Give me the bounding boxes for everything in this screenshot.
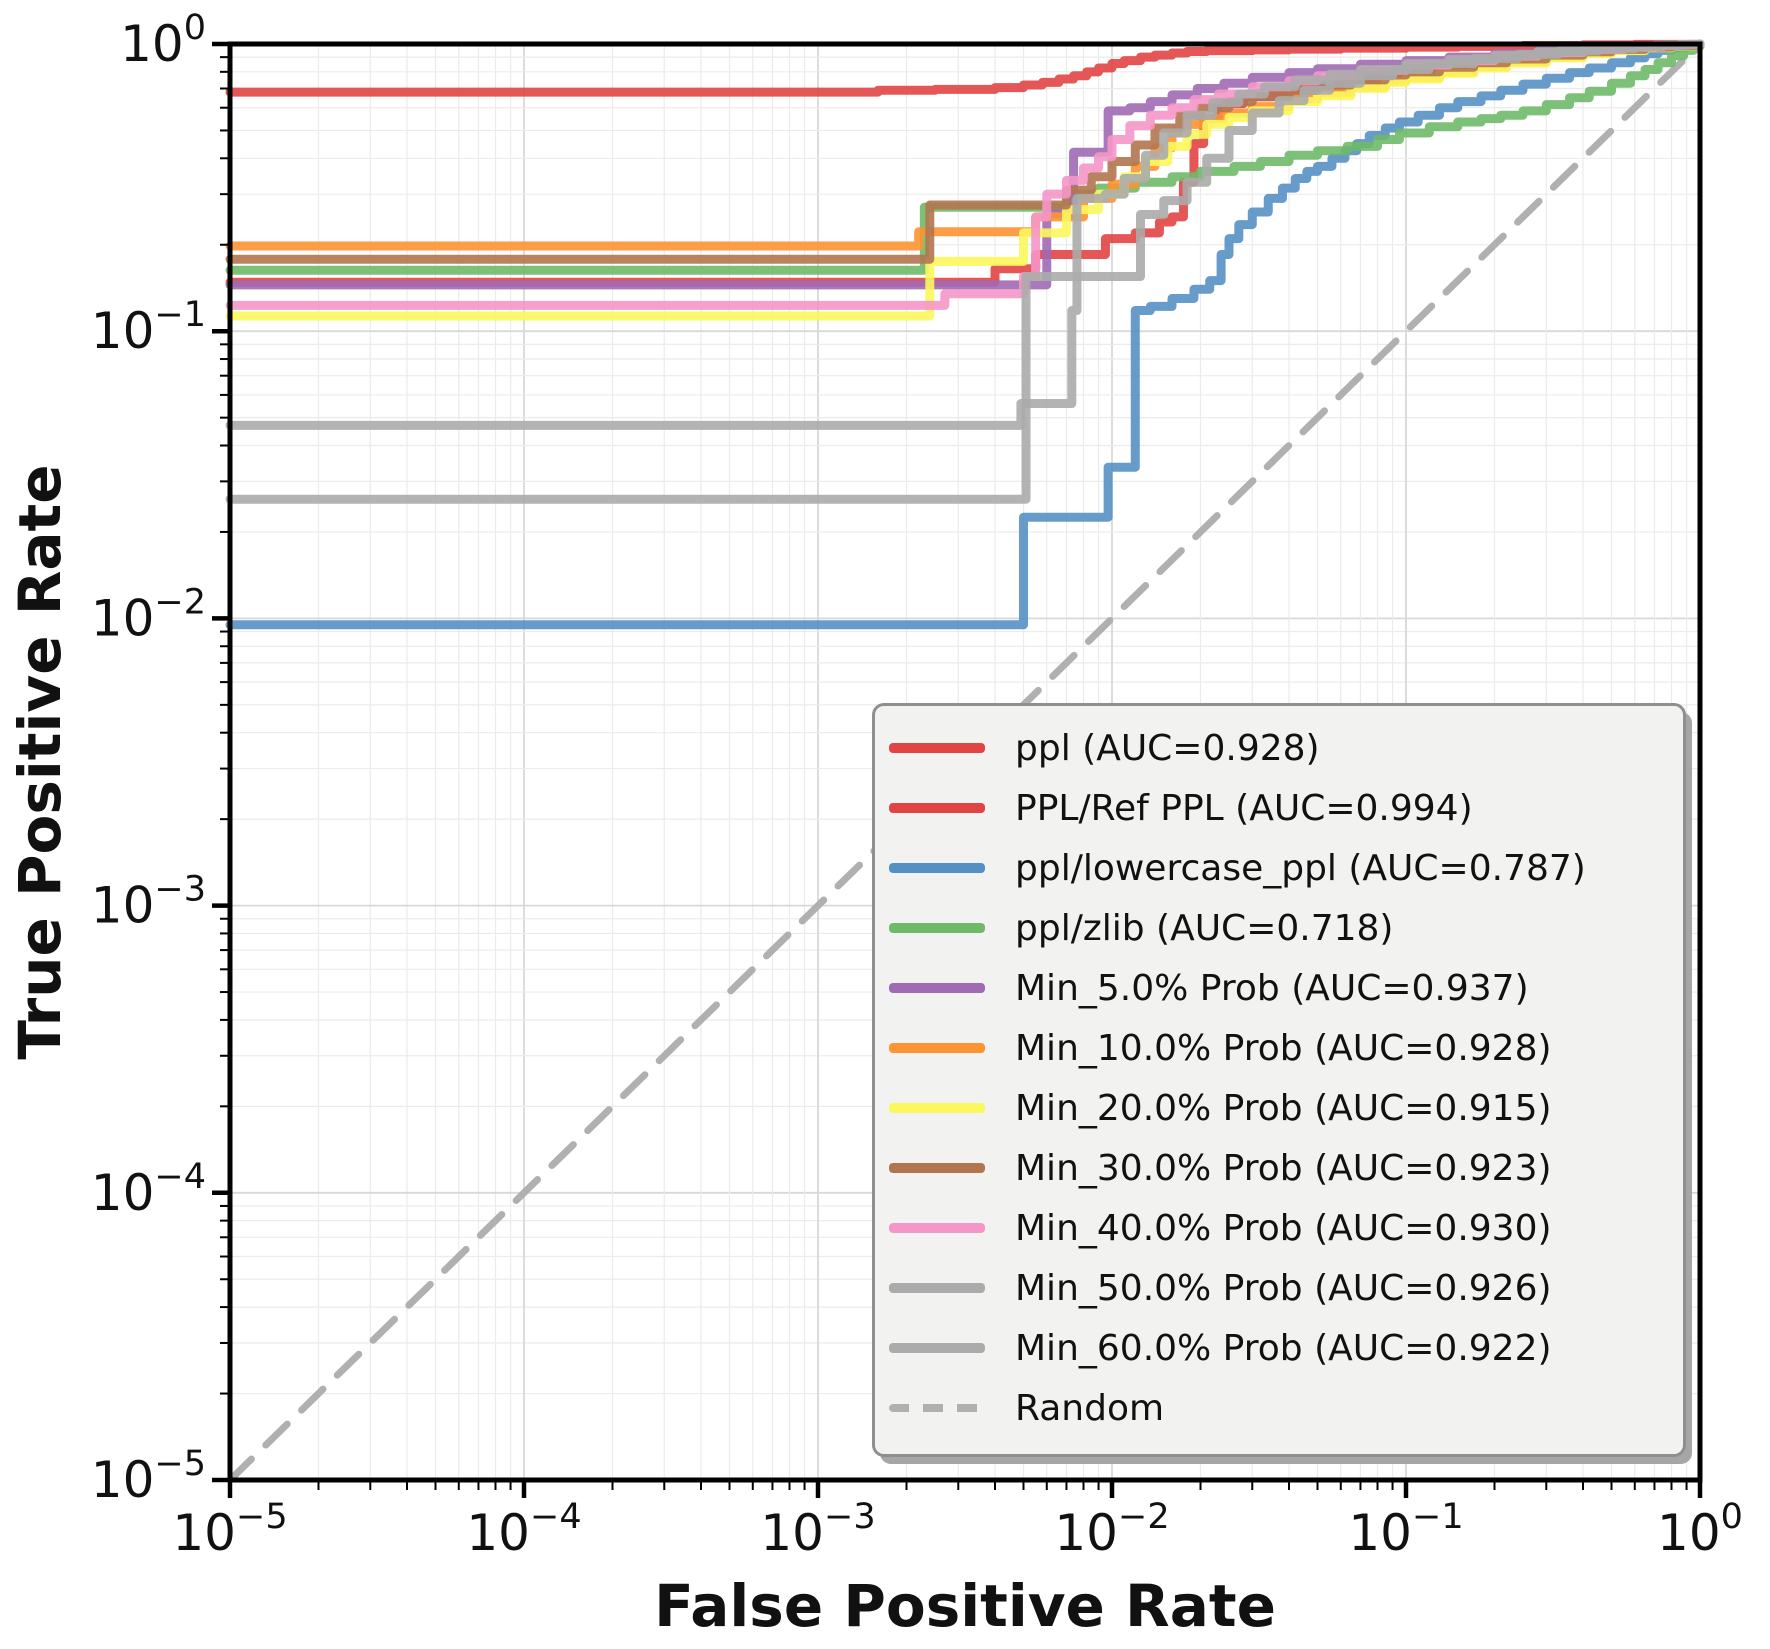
legend-swatch-min-40-0-prob [889,1223,985,1233]
legend-label: Min_20.0% Prob (AUC=0.915) [1015,1087,1552,1129]
roc-curve-min-60-0-prob [225,39,1705,504]
legend-swatch-min-10-0-prob [889,1043,985,1053]
legend-label: Random [1015,1387,1165,1429]
legend-item-ppl-zlib: ppl/zlib (AUC=0.718) [875,898,1683,958]
legend-item-min-40-0-prob: Min_40.0% Prob (AUC=0.930) [875,1198,1683,1258]
legend-item-min-60-0-prob: Min_60.0% Prob (AUC=0.922) [875,1318,1683,1378]
roc-curve-ppl-lowercase-ppl [225,39,1705,630]
roc-curve-min-30-0-prob [225,39,1705,264]
legend-item-min-50-0-prob: Min_50.0% Prob (AUC=0.926) [875,1258,1683,1318]
legend-item-min-20-0-prob: Min_20.0% Prob (AUC=0.915) [875,1078,1683,1138]
legend-item-ppl: ppl (AUC=0.928) [875,718,1683,778]
y-axis-label: True Positive Rate [6,464,74,1060]
y-tick-label: 100 [120,8,206,73]
legend-swatch-min-50-0-prob [889,1283,985,1293]
legend-label: ppl/zlib (AUC=0.718) [1015,907,1394,949]
roc-curve-min-20-0-prob [225,39,1705,321]
legend-item-random: Random [875,1378,1683,1438]
x-tick-label: 10−4 [466,1497,581,1562]
x-tick-label: 100 [1657,1497,1743,1562]
legend-swatch-ppl [889,743,985,753]
legend-swatch-min-20-0-prob [889,1103,985,1113]
plot-border [227,41,1703,1483]
legend-label: ppl (AUC=0.928) [1015,727,1320,769]
roc-curve-min-10-0-prob [225,39,1705,251]
y-tick-label: 10−2 [91,582,206,647]
legend-label: Min_40.0% Prob (AUC=0.930) [1015,1207,1552,1249]
legend-label: Min_60.0% Prob (AUC=0.922) [1015,1327,1552,1369]
x-tick-label: 10−2 [1054,1497,1169,1562]
legend-label: ppl/lowercase_ppl (AUC=0.787) [1015,847,1586,889]
roc-curve-ppl-ref-ppl [225,39,1705,97]
x-tick-label: 10−3 [760,1497,875,1562]
legend-item-min-30-0-prob: Min_30.0% Prob (AUC=0.923) [875,1138,1683,1198]
legend-swatch-random [889,1404,985,1412]
legend-swatch-min-30-0-prob [889,1163,985,1173]
legend: ppl (AUC=0.928) PPL/Ref PPL (AUC=0.994) pp… [872,703,1686,1457]
legend-label: PPL/Ref PPL (AUC=0.994) [1015,787,1473,829]
legend-swatch-ppl-zlib [889,923,985,933]
y-tick-label: 10−1 [91,295,206,360]
legend-label: Min_5.0% Prob (AUC=0.937) [1015,967,1529,1009]
legend-label: Min_10.0% Prob (AUC=0.928) [1015,1027,1552,1069]
legend-swatch-ppl-ref-ppl [889,803,985,813]
legend-label: Min_30.0% Prob (AUC=0.923) [1015,1147,1552,1189]
legend-item-min-5-0-prob: Min_5.0% Prob (AUC=0.937) [875,958,1683,1018]
legend-swatch-min-5-0-prob [889,983,985,993]
x-tick-label: 10−1 [1348,1497,1463,1562]
y-tick-label: 10−4 [91,1157,206,1222]
legend-item-min-10-0-prob: Min_10.0% Prob (AUC=0.928) [875,1018,1683,1078]
y-tick-label: 10−5 [91,1444,206,1509]
roc-curve-ppl-zlib [225,39,1705,275]
legend-label: Min_50.0% Prob (AUC=0.926) [1015,1267,1552,1309]
x-tick-label: 10−5 [172,1497,287,1562]
legend-item-ppl-ref-ppl: PPL/Ref PPL (AUC=0.994) [875,778,1683,838]
legend-swatch-min-60-0-prob [889,1343,985,1353]
x-axis-label: False Positive Rate [654,1572,1276,1640]
y-tick-label: 10−3 [91,870,206,935]
legend-item-ppl-lowercase-ppl: ppl/lowercase_ppl (AUC=0.787) [875,838,1683,898]
legend-swatch-ppl-lowercase-ppl [889,863,985,873]
